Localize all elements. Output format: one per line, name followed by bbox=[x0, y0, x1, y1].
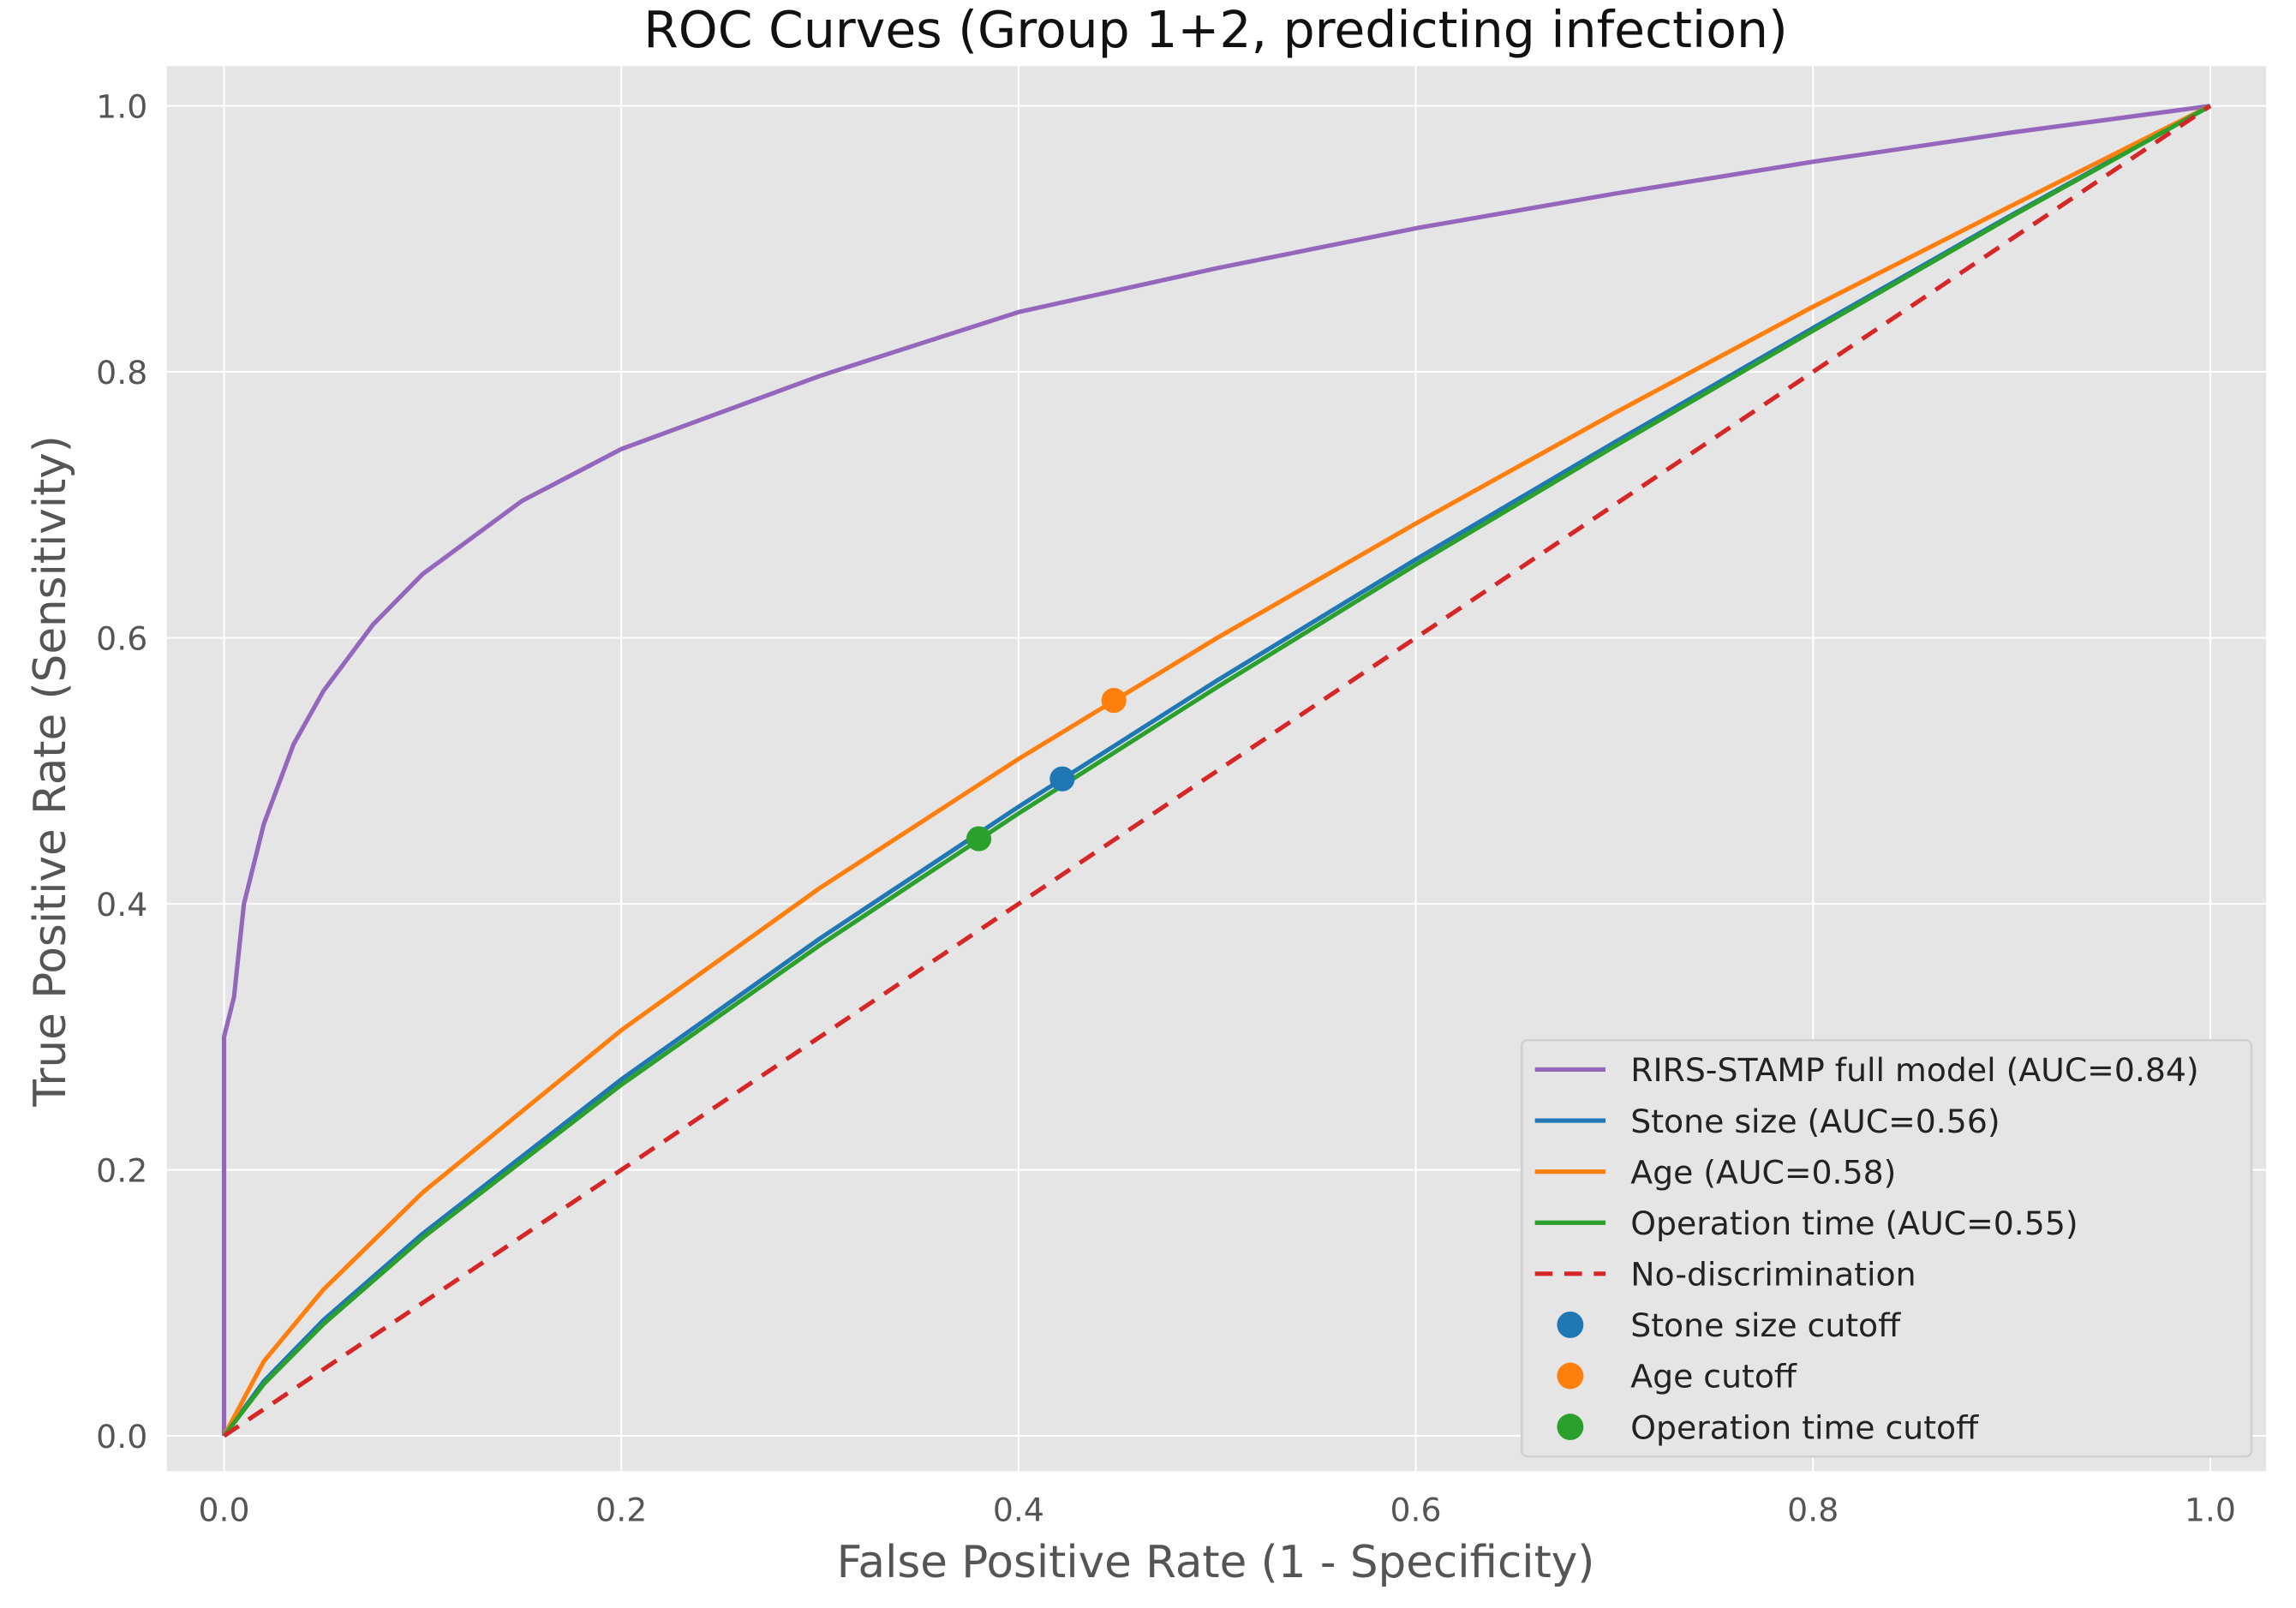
legend: RIRS-STAMP full model (AUC=0.84) Stone si… bbox=[1520, 1038, 2253, 1458]
y-tick-label: 0.8 bbox=[96, 354, 147, 392]
legend-label: Operation time (AUC=0.55) bbox=[1630, 1205, 2078, 1242]
series-line bbox=[221, 104, 2211, 1437]
y-tick-label: 0.4 bbox=[96, 886, 147, 924]
legend-label: Age cutoff bbox=[1630, 1358, 1797, 1396]
cutoff-point bbox=[1101, 687, 1127, 714]
y-tick-label: 0.0 bbox=[96, 1418, 147, 1456]
x-ticks: 0.0 0.2 0.4 0.6 0.8 1.0 bbox=[199, 1491, 2236, 1529]
legend-label: Stone size (AUC=0.56) bbox=[1630, 1103, 2000, 1140]
x-tick-label: 0.2 bbox=[595, 1491, 647, 1529]
x-tick-label: 0.4 bbox=[993, 1491, 1044, 1529]
legend-label: Age (AUC=0.58) bbox=[1630, 1153, 1896, 1191]
x-axis-label: False Positive Rate (1 - Specificity) bbox=[837, 1537, 1595, 1588]
legend-label: No-discrimination bbox=[1630, 1256, 1916, 1294]
legend-marker bbox=[1557, 1362, 1584, 1390]
series-line bbox=[222, 104, 2212, 1438]
y-tick-label: 0.2 bbox=[96, 1151, 147, 1189]
series-group bbox=[221, 104, 2212, 1438]
x-tick-label: 0.6 bbox=[1390, 1491, 1442, 1529]
chart-title: ROC Curves (Group 1+2, predicting infect… bbox=[643, 1, 1788, 59]
legend-marker bbox=[1557, 1414, 1584, 1441]
cutoff-point bbox=[1049, 766, 1075, 792]
legend-label: Operation time cutoff bbox=[1630, 1408, 1979, 1446]
x-tick-label: 0.8 bbox=[1787, 1491, 1839, 1529]
cutoff-points bbox=[966, 687, 1127, 852]
x-tick-label: 1.0 bbox=[2185, 1491, 2236, 1529]
x-tick-label: 0.0 bbox=[199, 1491, 250, 1529]
y-ticks: 0.0 0.2 0.4 0.6 0.8 1.0 bbox=[96, 87, 147, 1455]
legend-label: Stone size cutoff bbox=[1630, 1306, 1901, 1344]
series-line bbox=[223, 104, 2212, 1438]
legend-marker bbox=[1557, 1311, 1584, 1338]
y-axis-label: True Positive Rate (Sensitivity) bbox=[25, 435, 76, 1107]
series-line bbox=[222, 104, 2212, 1438]
y-tick-label: 0.6 bbox=[96, 619, 147, 657]
cutoff-point bbox=[966, 826, 992, 852]
legend-label: RIRS-STAMP full model (AUC=0.84) bbox=[1630, 1051, 2198, 1089]
legend-box bbox=[1520, 1038, 2253, 1458]
y-tick-label: 1.0 bbox=[96, 87, 147, 125]
series-line bbox=[222, 104, 2212, 1438]
